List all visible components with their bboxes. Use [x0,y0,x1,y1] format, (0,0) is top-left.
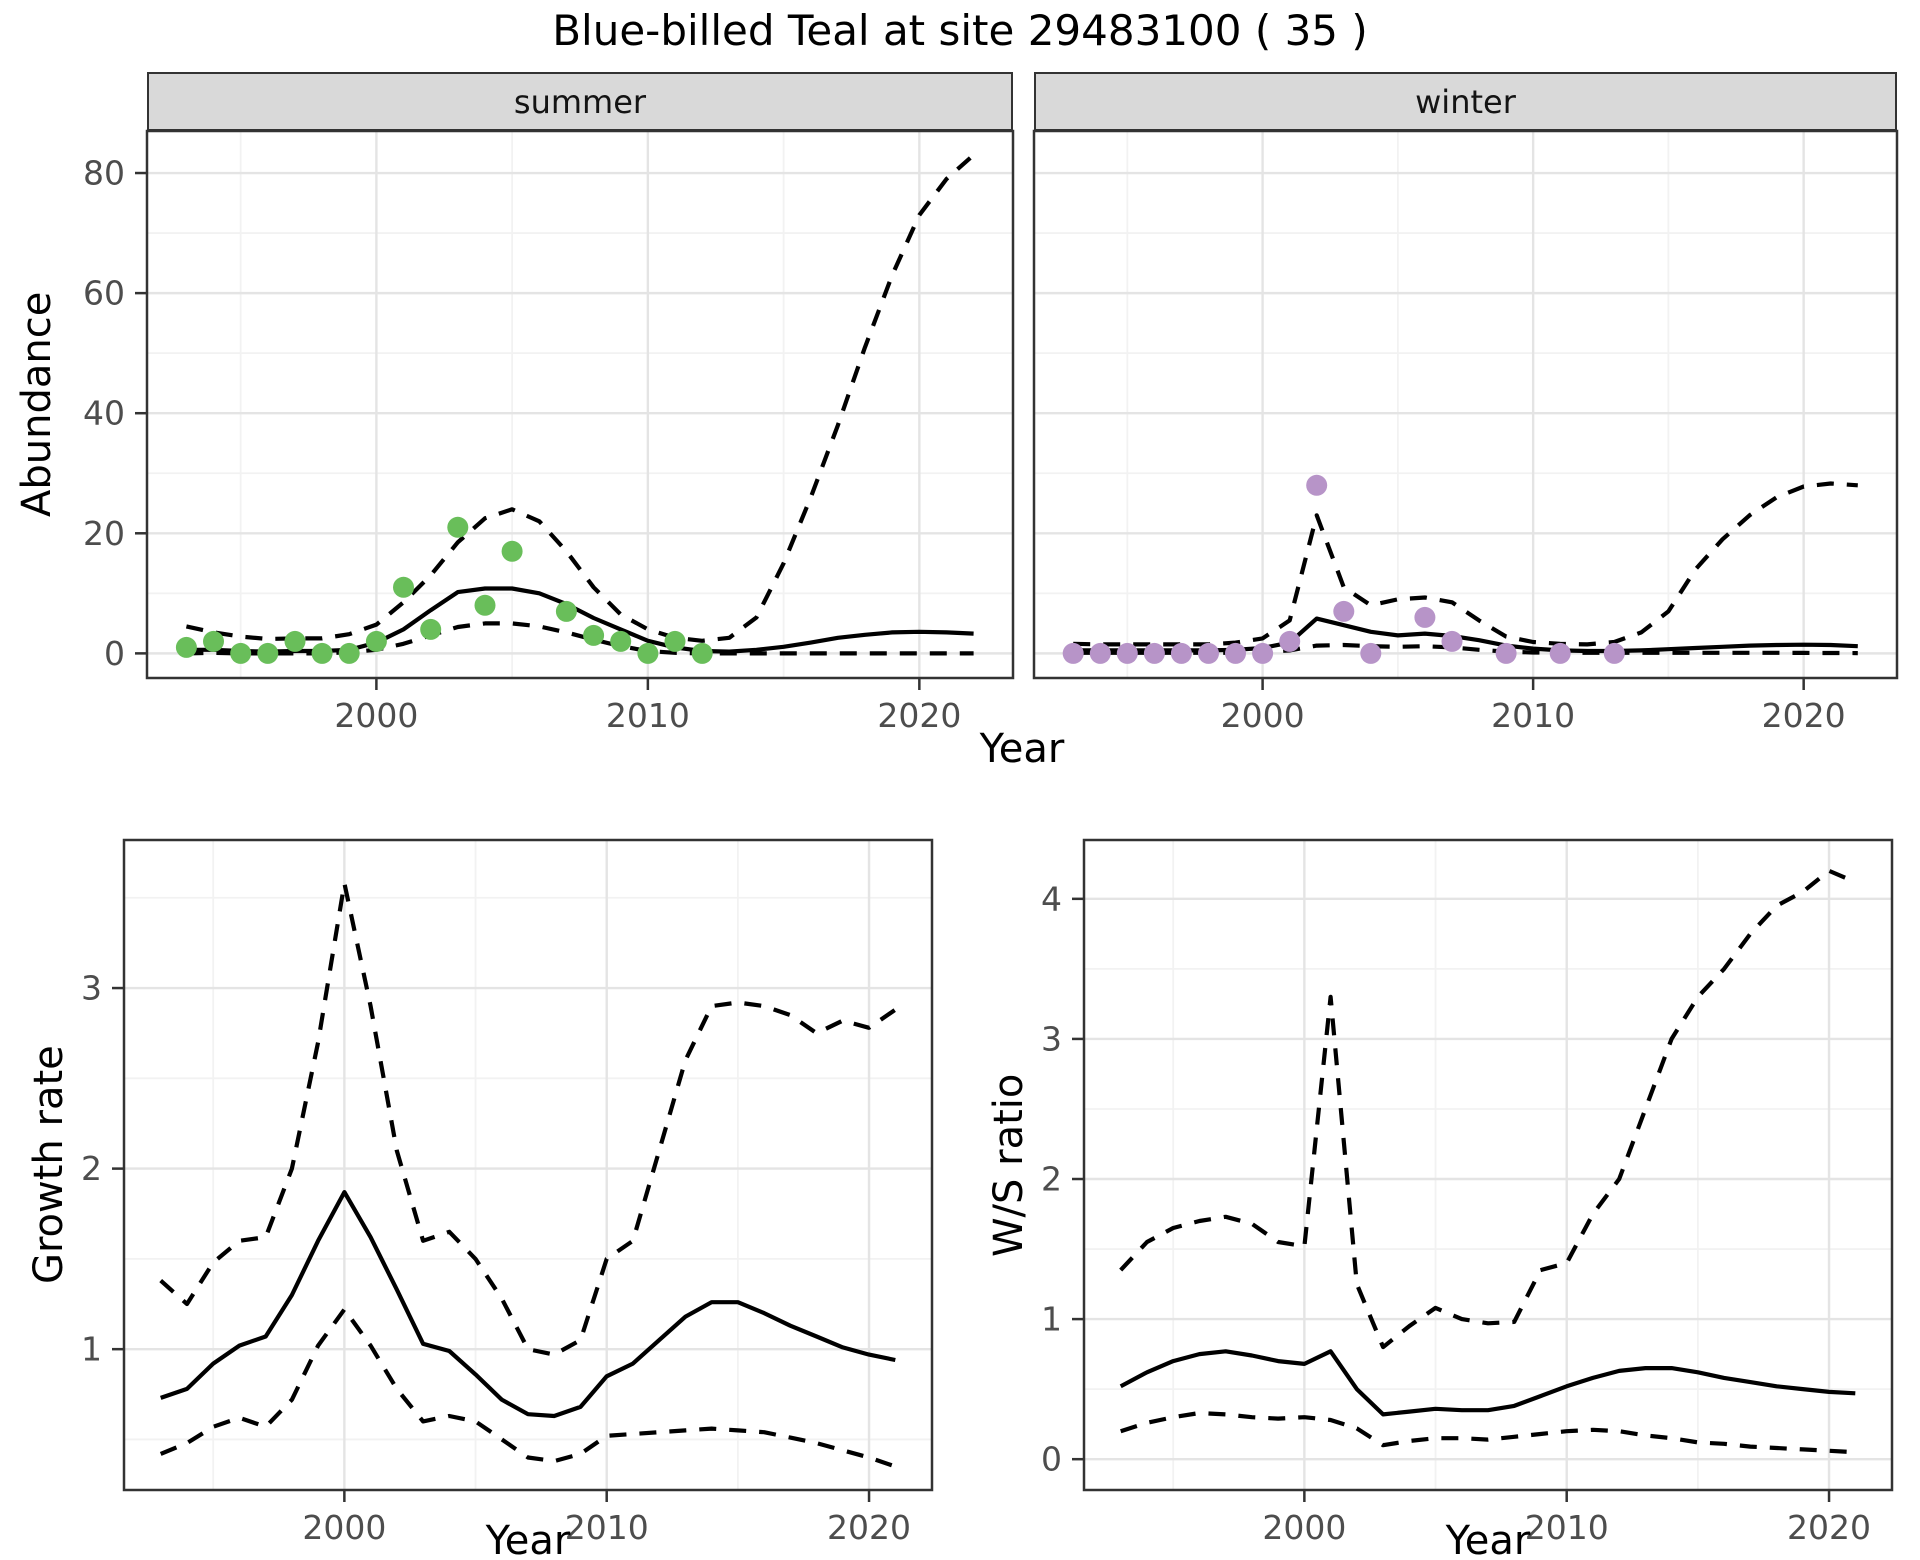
abundance_summer-data-point [338,642,360,664]
abundance_summer-panel-border [145,129,1015,680]
abundance_summer-data-point [393,576,414,598]
x-tick-label: 2020 [1762,696,1846,735]
abundance_winter-data-point [1603,642,1625,664]
y-tick-label: 4 [1041,879,1062,918]
ws_ratio-lower_ci-line [1120,1410,1856,1455]
abundance_summer-data-point [555,600,577,622]
abundance_winter-data-point [1062,642,1084,664]
growth_rate-median-line [160,1190,896,1419]
y-tick-label: 2 [81,1149,102,1188]
ws_ratio-panel-bg [1084,840,1892,1490]
abundance_winter-data-point [1198,642,1219,664]
y-tick-label: 40 [83,394,125,433]
abundance_summer-data-point [311,642,333,664]
facet-strip-summer-label: summer [513,82,647,121]
abundance_winter-data-point [1252,642,1274,664]
abundance_summer-data-point [610,630,632,652]
y-tick-label: 0 [1041,1440,1062,1479]
facet-strip-winter: winter [1034,72,1897,131]
ws_ratio-panel-border [1082,838,1894,1492]
growth_rate-lower_ci-line [159,1307,896,1469]
abundance_summer-data-point [637,642,659,664]
x-axis-title-year-ws: Year [1445,1518,1531,1560]
abundance_summer-panel-bg [147,131,1013,678]
growth_rate-panel-bg [124,840,932,1490]
facet-strip-summer: summer [147,72,1013,131]
y-tick-label: 80 [83,154,125,193]
abundance_winter-data-point [1333,600,1355,622]
growth_rate-panel-border [122,838,934,1492]
abundance_winter-data-point [1414,606,1436,628]
abundance_summer-data-point [447,516,469,538]
x-tick-label: 2000 [302,1508,386,1547]
y-tick-label: 60 [83,274,125,313]
abundance_summer-data-point [420,618,442,640]
y-tick-label: 0 [104,634,125,673]
y-tick-label: 20 [83,514,125,553]
abundance_winter-data-point [1360,642,1382,664]
y-axis-title-ws-ratio: W/S ratio [986,1073,1032,1257]
abundance_winter-panel-border [1032,129,1899,680]
x-tick-label: 2020 [877,696,961,735]
x-axis-title-year-growth: Year [485,1518,571,1560]
y-tick-label: 3 [81,969,102,1008]
abundance_summer-data-point [175,636,197,658]
y-axis-title-growth-rate: Growth rate [26,1045,72,1285]
x-tick-label: 2020 [1787,1508,1871,1547]
abundance_summer-data-point [203,630,224,652]
abundance_summer-data-point [284,630,306,652]
abundance_summer-data-point [501,540,523,562]
abundance_winter-data-point [1225,642,1246,664]
x-tick-label: 2000 [1262,1508,1346,1547]
growth_rate-upper_ci-line [159,881,897,1357]
abundance_summer-upper_ci-line [185,153,975,643]
abundance_winter-data-point [1306,474,1328,496]
abundance_summer-data-point [230,642,252,664]
abundance_winter-data-point [1549,642,1571,664]
x-tick-label: 2000 [334,696,418,735]
abundance_winter-data-point [1170,642,1192,664]
ws_ratio-median-line [1119,1349,1856,1417]
x-tick-label: 2010 [1491,696,1575,735]
x-tick-label: 2010 [606,696,690,735]
abundance_summer-data-point [664,630,686,652]
abundance_summer-data-point [365,630,387,652]
abundance_winter-data-point [1143,642,1165,664]
x-tick-label: 2020 [827,1508,911,1547]
abundance_winter-data-point [1089,642,1111,664]
y-tick-label: 1 [81,1330,102,1369]
y-tick-label: 3 [1041,1019,1062,1058]
x-axis-title-year-top: Year [979,726,1065,772]
facet-strip-winter-label: winter [1415,82,1516,121]
ws_ratio-upper_ci-line [1119,868,1857,1350]
y-axis-title-abundance: Abundance [14,291,60,517]
abundance_winter-panel-bg [1034,131,1897,678]
abundance_summer-data-point [257,642,279,664]
abundance_summer-data-point [583,624,605,646]
x-tick-label: 2010 [565,1508,649,1547]
y-tick-label: 2 [1041,1160,1062,1199]
abundance_winter-data-point [1441,630,1463,652]
abundance_summer-data-point [474,594,496,616]
abundance_winter-data-point [1495,642,1517,664]
abundance_winter-data-point [1279,630,1301,652]
x-tick-label: 2010 [1525,1508,1609,1547]
x-tick-label: 2000 [1221,696,1305,735]
abundance_summer-data-point [691,642,713,664]
y-tick-label: 1 [1041,1300,1062,1339]
chart-title: Blue-billed Teal at site 29483100 ( 35 ) [552,6,1368,55]
abundance_winter-data-point [1116,642,1138,664]
